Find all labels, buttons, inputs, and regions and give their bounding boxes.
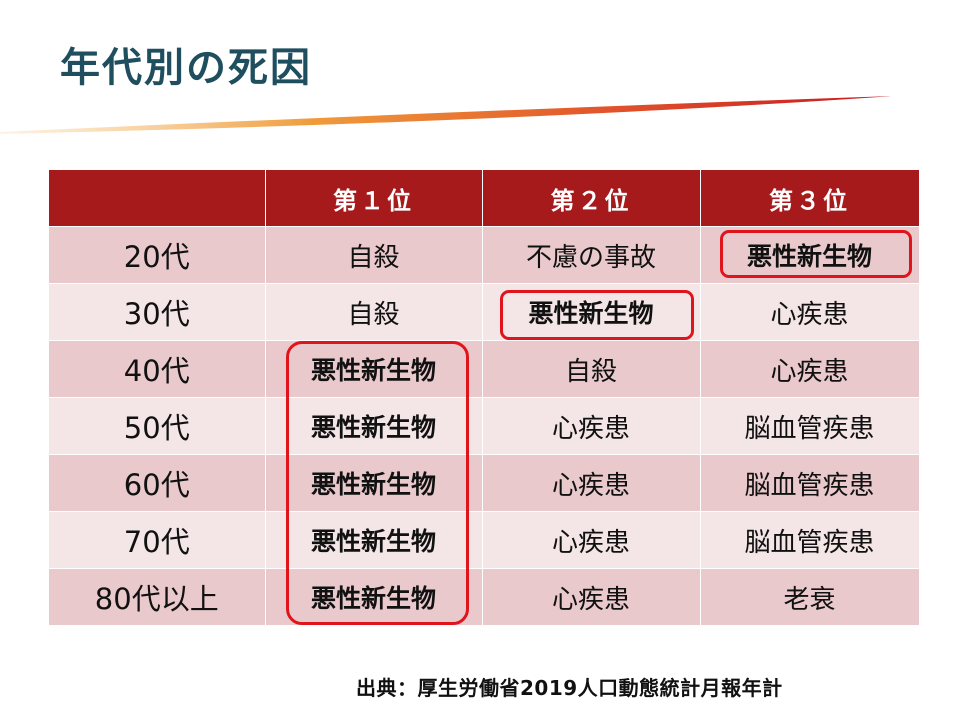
table-row: 60代 悪性新生物 心疾患 脳血管疾患 <box>49 454 920 512</box>
table-row: 80代以上 悪性新生物 心疾患 老衰 <box>49 568 920 625</box>
rank-2-cell: 自殺 <box>482 340 701 398</box>
table-row: 20代 自殺 不慮の事故 悪性新生物 <box>49 226 920 284</box>
rank-2-cell: 心疾患 <box>482 568 701 625</box>
rank-2-cell: 心疾患 <box>482 397 701 455</box>
header-cell-empty <box>49 170 266 227</box>
header-cell-rank-1: 第１位 <box>265 170 483 227</box>
table-row: 30代 自殺 悪性新生物 心疾患 <box>49 283 920 341</box>
age-cell: 40代 <box>49 340 266 398</box>
rank-3-cell: 脳血管疾患 <box>700 454 920 512</box>
age-cell: 60代 <box>49 454 266 512</box>
rank-1-cell: 悪性新生物 <box>265 568 483 625</box>
table-row: 50代 悪性新生物 心疾患 脳血管疾患 <box>49 397 920 455</box>
age-cell: 80代以上 <box>49 568 266 625</box>
rank-2-cell: 心疾患 <box>482 511 701 569</box>
rank-2-cell: 悪性新生物 <box>482 283 701 341</box>
age-cell: 20代 <box>49 226 266 284</box>
rank-1-cell: 悪性新生物 <box>265 511 483 569</box>
rank-2-cell: 不慮の事故 <box>482 226 701 284</box>
rank-1-cell: 自殺 <box>265 226 483 284</box>
title-underline-swoosh <box>0 96 893 134</box>
rank-3-cell: 脳血管疾患 <box>700 397 920 455</box>
table-row: 40代 悪性新生物 自殺 心疾患 <box>49 340 920 398</box>
age-cell: 70代 <box>49 511 266 569</box>
rank-3-cell: 悪性新生物 <box>700 226 920 284</box>
cause-of-death-table: 第１位 第２位 第３位 20代 自殺 不慮の事故 悪性新生物 30代 自殺 悪性… <box>49 170 920 625</box>
table-row: 70代 悪性新生物 心疾患 脳血管疾患 <box>49 511 920 569</box>
rank-2-cell: 心疾患 <box>482 454 701 512</box>
source-citation: 出典：厚生労働省2019人口動態統計月報年計 <box>356 676 783 700</box>
rank-3-cell: 脳血管疾患 <box>700 511 920 569</box>
slide-title: 年代別の死因 <box>60 45 312 91</box>
rank-1-cell: 悪性新生物 <box>265 454 483 512</box>
age-cell: 50代 <box>49 397 266 455</box>
rank-1-cell: 悪性新生物 <box>265 340 483 398</box>
rank-3-cell: 老衰 <box>700 568 920 625</box>
header-cell-rank-3: 第３位 <box>700 170 920 227</box>
age-cell: 30代 <box>49 283 266 341</box>
rank-1-cell: 悪性新生物 <box>265 397 483 455</box>
header-cell-rank-2: 第２位 <box>482 170 701 227</box>
rank-1-cell: 自殺 <box>265 283 483 341</box>
rank-3-cell: 心疾患 <box>700 340 920 398</box>
table-header-row: 第１位 第２位 第３位 <box>49 170 920 227</box>
rank-3-cell: 心疾患 <box>700 283 920 341</box>
